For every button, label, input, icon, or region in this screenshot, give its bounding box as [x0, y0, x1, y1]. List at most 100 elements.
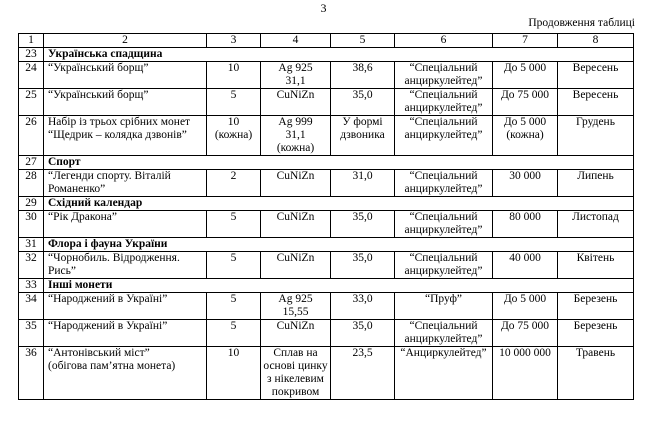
cell-section-title: Східний календар [43, 196, 634, 211]
column-header-6: 6 [394, 33, 493, 48]
cell-diameter: 38,6 [330, 61, 395, 89]
cell-row-number: 33 [18, 278, 44, 293]
cell-quality: “Спеціальний анциркулейтед” [394, 169, 493, 197]
cell-row-number: 31 [18, 237, 44, 252]
cell-metal: CuNiZn [260, 88, 331, 116]
coin-row: 30 “Рік Дракона” 5 CuNiZn 35,0 “Спеціальний а… [18, 210, 634, 238]
cell-mintage: 40 000 [492, 251, 558, 279]
cell-mintage: До 5 000 [492, 292, 558, 320]
cell-metal: CuNiZn [260, 251, 331, 279]
column-header-3: 3 [206, 33, 261, 48]
cell-row-number: 25 [18, 88, 44, 116]
cell-coin-name: “Рік Дракона” [43, 210, 207, 238]
cell-denomination: 10 (кожна) [206, 115, 261, 156]
column-header-4: 4 [260, 33, 331, 48]
cell-quality: “Пруф” [394, 292, 493, 320]
cell-row-number: 30 [18, 210, 44, 238]
cell-denomination: 5 [206, 292, 261, 320]
column-header-1: 1 [18, 33, 44, 48]
coin-row: 26 Набір із трьох срібних монет “Щедрик –… [18, 115, 634, 156]
column-header-8: 8 [557, 33, 634, 48]
cell-month: Вересень [557, 88, 634, 116]
cell-quality: “Спеціальний анциркулейтед” [394, 115, 493, 156]
coin-row: 32 “Чорнобиль. Відродження. Рись” 5 CuNiZn 3… [18, 251, 634, 279]
coin-row: 34 “Народжений в Україні” 5 Ag 925 15,55 33,… [18, 292, 634, 320]
cell-row-number: 29 [18, 196, 44, 211]
cell-section-title: Інші монети [43, 278, 634, 293]
cell-coin-name: “Легенди спорту. Віталій Романенко” [43, 169, 207, 197]
cell-diameter: 31,0 [330, 169, 395, 197]
cell-quality: “Спеціальний анциркулейтед” [394, 88, 493, 116]
cell-coin-name: “Народжений в Україні” [43, 292, 207, 320]
cell-coin-name: Набір із трьох срібних монет “Щедрик – к… [43, 115, 207, 156]
cell-quality: “Спеціальний анциркулейтед” [394, 251, 493, 279]
section-row: 29 Східний календар [18, 196, 634, 211]
section-row: 31 Флора і фауна України [18, 237, 634, 252]
cell-mintage: До 75 000 [492, 319, 558, 347]
cell-metal: CuNiZn [260, 169, 331, 197]
cell-coin-name: “Український борщ” [43, 61, 207, 89]
cell-month: Листопад [557, 210, 634, 238]
coin-row: 36 “Антонівський міст” (обігова пам’ятна … [18, 346, 634, 400]
cell-mintage: До 75 000 [492, 88, 558, 116]
coin-row: 35 “Народжений в Україні” 5 CuNiZn 35,0 “Спец… [18, 319, 634, 347]
continuation-label: Продовження таблиці [528, 17, 635, 29]
cell-coin-name: “Народжений в Україні” [43, 319, 207, 347]
cell-mintage: До 5 000 [492, 61, 558, 89]
cell-quality: “Спеціальний анциркулейтед” [394, 61, 493, 89]
column-header-5: 5 [330, 33, 395, 48]
section-row: 23 Українська спадщина [18, 47, 634, 62]
cell-diameter: 35,0 [330, 251, 395, 279]
table-body: 23 Українська спадщина 24 “Український борщ… [18, 47, 634, 400]
section-row: 33 Інші монети [18, 278, 634, 293]
cell-month: Березень [557, 292, 634, 320]
cell-row-number: 26 [18, 115, 44, 156]
cell-denomination: 5 [206, 319, 261, 347]
cell-section-title: Спорт [43, 155, 634, 170]
cell-quality: “Спеціальний анциркулейтед” [394, 210, 493, 238]
cell-diameter: 23,5 [330, 346, 395, 400]
cell-row-number: 23 [18, 47, 44, 62]
cell-row-number: 32 [18, 251, 44, 279]
cell-row-number: 36 [18, 346, 44, 400]
cell-quality: “Спеціальний анциркулейтед” [394, 319, 493, 347]
cell-denomination: 5 [206, 251, 261, 279]
cell-row-number: 28 [18, 169, 44, 197]
cell-denomination: 10 [206, 61, 261, 89]
cell-row-number: 35 [18, 319, 44, 347]
cell-coin-name: “Український борщ” [43, 88, 207, 116]
cell-month: Березень [557, 319, 634, 347]
cell-metal: CuNiZn [260, 319, 331, 347]
column-header-7: 7 [492, 33, 558, 48]
cell-denomination: 2 [206, 169, 261, 197]
coin-row: 24 “Український борщ” 10 Ag 925 31,1 38,6 “Сп… [18, 61, 634, 89]
cell-metal: Ag 999 31,1 (кожна) [260, 115, 331, 156]
coin-row: 28 “Легенди спорту. Віталій Романенко” 2 Cu… [18, 169, 634, 197]
cell-row-number: 27 [18, 155, 44, 170]
page-number: 3 [320, 1, 327, 15]
coin-row: 25 “Український борщ” 5 CuNiZn 35,0 “Спеціаль… [18, 88, 634, 116]
column-header-2: 2 [43, 33, 207, 48]
cell-coin-name: “Антонівський міст” (обігова пам’ятна мо… [43, 346, 207, 400]
cell-month: Травень [557, 346, 634, 400]
cell-mintage: 10 000 000 [492, 346, 558, 400]
cell-row-number: 24 [18, 61, 44, 89]
cell-denomination: 5 [206, 210, 261, 238]
cell-month: Квітень [557, 251, 634, 279]
cell-section-title: Флора і фауна України [43, 237, 634, 252]
cell-metal: Сплав на основі цинку з нікелевим покрив… [260, 346, 331, 400]
cell-metal: CuNiZn [260, 210, 331, 238]
cell-mintage: 30 000 [492, 169, 558, 197]
cell-month: Вересень [557, 61, 634, 89]
cell-diameter: 35,0 [330, 319, 395, 347]
cell-month: Липень [557, 169, 634, 197]
cell-mintage: 80 000 [492, 210, 558, 238]
section-row: 27 Спорт [18, 155, 634, 170]
cell-row-number: 34 [18, 292, 44, 320]
cell-coin-name: “Чорнобиль. Відродження. Рись” [43, 251, 207, 279]
cell-section-title: Українська спадщина [43, 47, 634, 62]
cell-diameter: 35,0 [330, 210, 395, 238]
